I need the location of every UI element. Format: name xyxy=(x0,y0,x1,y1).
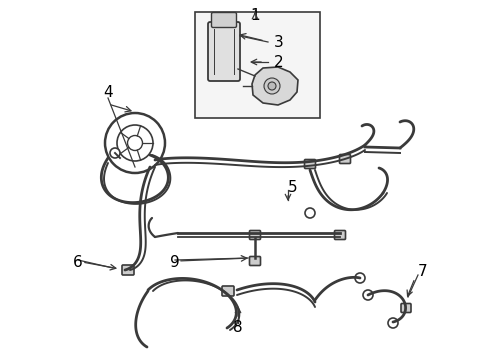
Circle shape xyxy=(264,78,280,94)
FancyBboxPatch shape xyxy=(340,154,350,163)
Text: 3: 3 xyxy=(274,35,284,50)
FancyBboxPatch shape xyxy=(304,159,316,168)
Circle shape xyxy=(388,318,398,328)
Text: 9: 9 xyxy=(170,255,180,270)
FancyBboxPatch shape xyxy=(249,230,261,239)
Polygon shape xyxy=(252,67,298,105)
FancyBboxPatch shape xyxy=(335,230,345,239)
FancyBboxPatch shape xyxy=(208,22,240,81)
FancyBboxPatch shape xyxy=(401,303,411,312)
Bar xyxy=(195,12,320,118)
Text: 4: 4 xyxy=(103,85,113,99)
FancyBboxPatch shape xyxy=(249,256,261,266)
Text: 1: 1 xyxy=(250,8,260,23)
FancyBboxPatch shape xyxy=(122,265,134,275)
Circle shape xyxy=(305,208,315,218)
Text: 7: 7 xyxy=(418,265,428,279)
FancyBboxPatch shape xyxy=(222,286,234,296)
Circle shape xyxy=(363,290,373,300)
Circle shape xyxy=(117,125,153,161)
Circle shape xyxy=(105,113,165,173)
FancyBboxPatch shape xyxy=(212,13,237,27)
Circle shape xyxy=(355,273,365,283)
Text: 2: 2 xyxy=(274,54,284,69)
Circle shape xyxy=(127,135,143,150)
Text: 8: 8 xyxy=(233,320,243,335)
Circle shape xyxy=(268,82,276,90)
Text: 6: 6 xyxy=(73,255,83,270)
Text: 5: 5 xyxy=(288,180,297,194)
Circle shape xyxy=(110,148,120,158)
